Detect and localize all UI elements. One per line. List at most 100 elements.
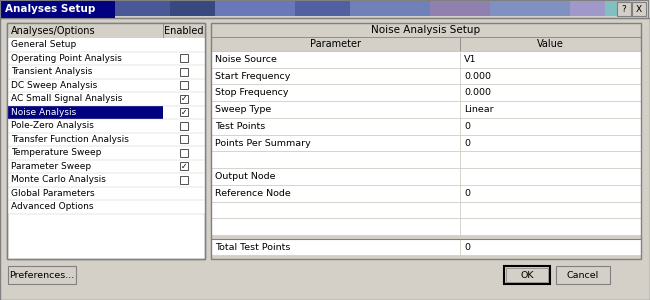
Bar xyxy=(7,146,163,160)
Bar xyxy=(460,51,641,68)
Text: 0: 0 xyxy=(464,139,471,148)
Bar xyxy=(211,168,460,185)
Text: General Setup: General Setup xyxy=(11,40,76,49)
Bar xyxy=(180,135,188,143)
Bar xyxy=(180,54,188,62)
Text: Pole-Zero Analysis: Pole-Zero Analysis xyxy=(11,121,94,130)
Bar xyxy=(163,92,205,106)
Text: Start Frequency: Start Frequency xyxy=(215,72,291,81)
Bar xyxy=(460,168,641,185)
Bar xyxy=(460,101,641,118)
Text: ✓: ✓ xyxy=(181,162,187,171)
Text: Transient Analysis: Transient Analysis xyxy=(11,67,92,76)
Bar xyxy=(163,79,205,92)
Bar xyxy=(211,23,641,37)
Bar xyxy=(180,68,188,76)
Text: Analyses Setup: Analyses Setup xyxy=(5,4,96,14)
Text: Output Node: Output Node xyxy=(215,172,276,181)
Bar xyxy=(570,1,605,16)
Bar xyxy=(180,122,188,130)
Text: Parameter Sweep: Parameter Sweep xyxy=(11,162,91,171)
Bar xyxy=(430,1,490,16)
Text: AC Small Signal Analysis: AC Small Signal Analysis xyxy=(11,94,122,103)
Text: ✓: ✓ xyxy=(181,94,187,103)
Bar xyxy=(506,268,548,282)
Bar xyxy=(180,176,188,184)
Text: Transfer Function Analysis: Transfer Function Analysis xyxy=(11,135,129,144)
Bar xyxy=(7,173,163,187)
Bar xyxy=(7,200,163,214)
Bar xyxy=(7,23,205,259)
Bar xyxy=(211,37,460,51)
Bar xyxy=(556,266,610,284)
Bar xyxy=(211,51,460,68)
Bar xyxy=(163,119,205,133)
Text: Parameter: Parameter xyxy=(310,39,361,49)
Bar xyxy=(163,160,205,173)
Bar xyxy=(170,1,215,16)
Bar xyxy=(7,38,163,52)
Bar xyxy=(163,187,205,200)
Bar xyxy=(460,185,641,202)
Text: Reference Node: Reference Node xyxy=(215,189,291,198)
Bar xyxy=(163,133,205,146)
Text: 0: 0 xyxy=(464,189,471,198)
Bar xyxy=(7,119,163,133)
Text: OK: OK xyxy=(520,271,534,280)
Bar xyxy=(605,1,630,16)
Bar xyxy=(460,239,641,255)
Bar xyxy=(7,187,163,200)
Text: DC Sweep Analysis: DC Sweep Analysis xyxy=(11,81,98,90)
Bar xyxy=(211,101,460,118)
Text: 0: 0 xyxy=(464,242,471,251)
Bar xyxy=(8,266,76,284)
Bar xyxy=(163,106,205,119)
Bar xyxy=(163,65,205,79)
Bar xyxy=(7,92,163,106)
Bar xyxy=(617,2,631,16)
Bar xyxy=(0,0,115,18)
Bar xyxy=(7,160,163,173)
Text: Preferences...: Preferences... xyxy=(9,271,75,280)
Bar xyxy=(460,118,641,135)
Bar xyxy=(211,68,460,85)
Bar xyxy=(211,23,641,259)
Text: 0.000: 0.000 xyxy=(464,88,491,97)
Bar xyxy=(460,152,641,168)
Bar xyxy=(211,239,460,255)
Bar xyxy=(163,200,205,214)
Bar xyxy=(7,65,163,79)
Bar xyxy=(504,266,550,284)
Text: Total Test Points: Total Test Points xyxy=(215,242,291,251)
Bar xyxy=(632,2,646,16)
Bar xyxy=(7,106,163,119)
Bar xyxy=(490,1,570,16)
Text: Sweep Type: Sweep Type xyxy=(215,105,271,114)
Bar xyxy=(7,23,163,38)
Bar xyxy=(460,68,641,85)
Text: Linear: Linear xyxy=(464,105,494,114)
Bar xyxy=(211,202,460,218)
Bar xyxy=(163,38,205,52)
Text: Test Points: Test Points xyxy=(215,122,265,131)
Bar xyxy=(460,202,641,218)
Bar xyxy=(350,1,430,16)
Text: Temperature Sweep: Temperature Sweep xyxy=(11,148,101,157)
Bar xyxy=(7,52,163,65)
Text: 0: 0 xyxy=(464,122,471,131)
Text: Operating Point Analysis: Operating Point Analysis xyxy=(11,54,122,63)
Bar xyxy=(630,1,640,16)
Text: Noise Analysis: Noise Analysis xyxy=(11,108,76,117)
Bar xyxy=(180,162,188,170)
Bar xyxy=(7,79,163,92)
Text: Stop Frequency: Stop Frequency xyxy=(215,88,289,97)
Bar xyxy=(180,149,188,157)
Text: 0.000: 0.000 xyxy=(464,72,491,81)
Bar xyxy=(460,135,641,152)
Bar xyxy=(180,95,188,103)
Bar xyxy=(211,85,460,101)
Bar xyxy=(211,135,460,152)
Bar xyxy=(7,133,163,146)
Bar xyxy=(180,108,188,116)
Text: Advanced Options: Advanced Options xyxy=(11,202,94,211)
